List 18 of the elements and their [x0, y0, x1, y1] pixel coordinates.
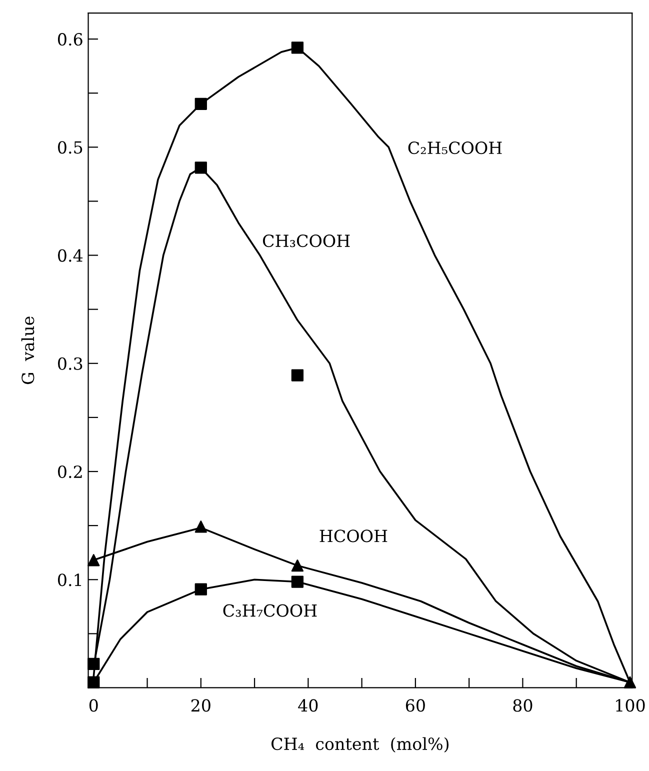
- y-tick-label: 0.4: [58, 249, 83, 262]
- y-tick-label: 0.5: [58, 141, 82, 154]
- y-axis-title: G value: [21, 316, 34, 384]
- y-tick-label: 0.6: [58, 33, 82, 46]
- x-tick-label: 0: [89, 699, 98, 712]
- x-tick-label: 80: [513, 699, 532, 712]
- x-tick-label: 100: [616, 699, 645, 712]
- x-tick-label: 20: [191, 699, 210, 712]
- y-tick-label: 0.1: [58, 574, 82, 586]
- x-axis-title: CH₄ content (mol%): [272, 737, 449, 752]
- y-tick-label: 0.3: [58, 357, 82, 370]
- series-label: C₂H₅COOH: [408, 142, 502, 154]
- y-tick-label: 0.2: [58, 465, 82, 478]
- series-label: HCOOH: [320, 530, 388, 542]
- x-tick-label: 40: [298, 699, 318, 712]
- series-label: C₃H₇COOH: [223, 604, 317, 617]
- x-tick-label: 60: [406, 699, 425, 712]
- series-label: CH₃COOH: [262, 234, 350, 248]
